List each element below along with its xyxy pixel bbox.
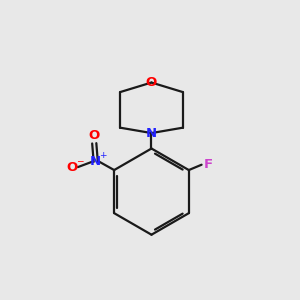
Text: O: O <box>66 160 78 174</box>
Text: N: N <box>90 155 101 168</box>
Text: −: − <box>76 156 83 165</box>
Text: O: O <box>146 76 157 89</box>
Text: O: O <box>88 129 100 142</box>
Text: F: F <box>204 158 213 171</box>
Text: +: + <box>99 151 106 160</box>
Text: N: N <box>146 127 157 140</box>
